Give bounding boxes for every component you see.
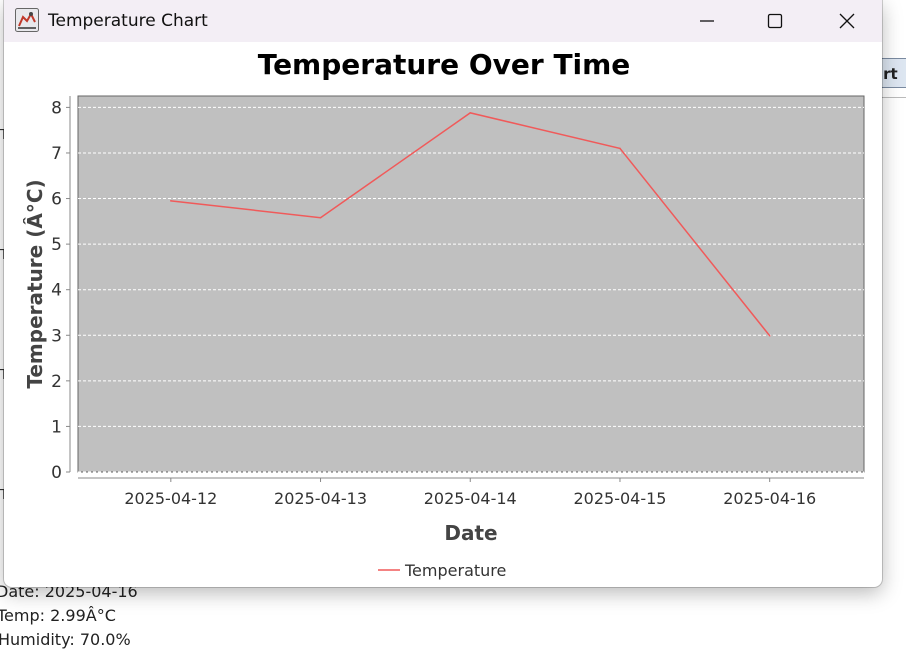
minimize-icon <box>700 20 714 22</box>
minimize-button[interactable] <box>684 0 730 42</box>
y-tick-label: 3 <box>51 326 62 346</box>
x-tick-label: 2025-04-12 <box>124 489 217 508</box>
data-point <box>170 200 172 202</box>
data-point <box>319 216 322 219</box>
detail-temp: Temp: 2.99Â°C <box>0 606 116 625</box>
y-tick-label: 2 <box>51 372 62 392</box>
temperature-chart: Temperature Over Time 0 1 2 3 4 5 6 7 8 2025-04-… <box>23 48 865 580</box>
y-axis: 0 1 2 3 4 5 6 7 8 <box>51 96 71 483</box>
y-tick-label: 5 <box>51 235 62 255</box>
y-tick-label: 4 <box>51 281 62 301</box>
y-tick-label: 1 <box>51 417 62 437</box>
title-bar[interactable]: Temperature Chart <box>4 0 882 42</box>
x-axis: 2025-04-12 2025-04-13 2025-04-14 2025-04-15… <box>78 477 864 508</box>
list-fragment: T <box>0 488 8 503</box>
detail-humidity: Humidity: 70.0% <box>0 630 131 649</box>
close-icon <box>839 13 855 29</box>
y-tick-label: 0 <box>51 463 62 483</box>
y-tick-label: 6 <box>51 190 62 210</box>
y-axis-label: Temperature (Â°C) <box>23 179 47 388</box>
x-tick-label: 2025-04-13 <box>274 489 367 508</box>
list-fragment: T <box>0 248 8 263</box>
data-point <box>619 147 621 150</box>
window-title: Temperature Chart <box>48 11 208 31</box>
chart-window: Temperature Chart Temperature Over Time … <box>4 0 882 587</box>
series-group <box>170 112 771 337</box>
x-tick-label: 2025-04-14 <box>424 489 517 508</box>
maximize-button[interactable] <box>752 0 798 42</box>
x-tick-label: 2025-04-16 <box>723 489 816 508</box>
x-axis-label: Date <box>444 521 497 545</box>
y-tick-label: 7 <box>51 144 62 164</box>
y-tick-label: 8 <box>51 98 62 118</box>
chart-title: Temperature Over Time <box>258 48 631 81</box>
data-point <box>469 112 472 114</box>
data-point <box>768 334 771 337</box>
legend: Temperature <box>378 561 506 580</box>
maximize-icon <box>767 13 783 29</box>
list-fragment: T <box>0 368 8 383</box>
x-tick-label: 2025-04-15 <box>573 489 666 508</box>
separator <box>882 97 906 98</box>
list-fragment: T <box>0 128 8 143</box>
plot-area <box>77 95 865 473</box>
java-app-icon <box>15 8 39 32</box>
legend-label: Temperature <box>404 561 506 580</box>
close-button[interactable] <box>824 0 870 42</box>
grid-lines <box>78 106 864 473</box>
